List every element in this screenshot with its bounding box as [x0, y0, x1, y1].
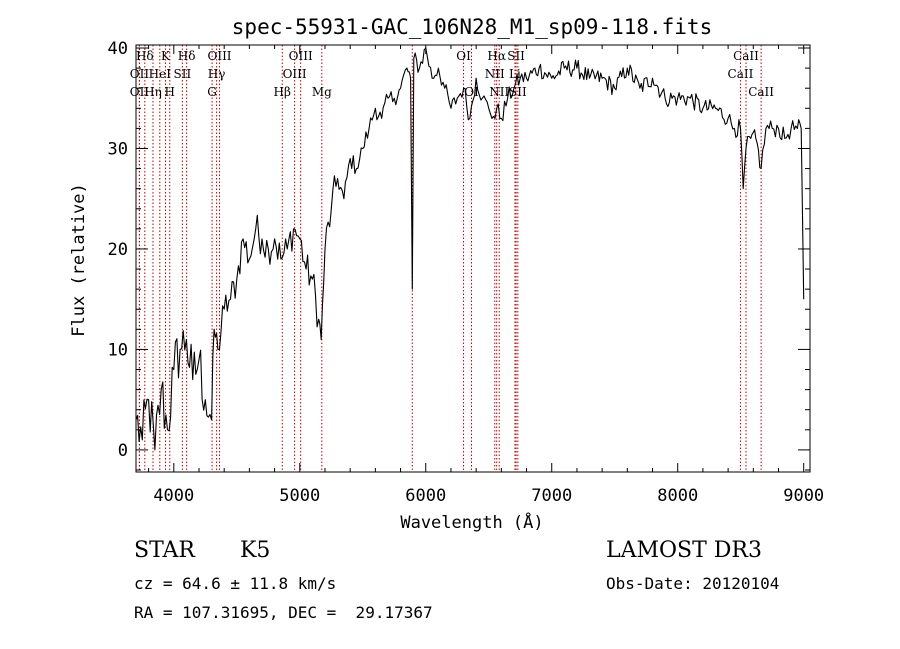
x-axis-label: Wavelength (Å) — [400, 511, 543, 533]
y-tick-label: 0 — [118, 441, 128, 461]
marker-label: SII — [509, 85, 527, 99]
y-tick-label: 20 — [108, 240, 128, 260]
marker-labels: Hδ OII OII K HeI Hη SII H Hδ OIII Hγ G Hβ OIII OIII Mg O… — [130, 49, 775, 99]
chart-title: spec-55931-GAC_106N28_M1_sp09-118.fits — [232, 15, 712, 39]
marker-label: CaII — [748, 85, 774, 99]
marker-label: CaII — [728, 67, 754, 81]
plot-frame — [135, 44, 811, 473]
x-tick-label: 9000 — [783, 486, 824, 506]
y-axis-label: Flux (relative) — [69, 183, 89, 337]
x-tick-label: 5000 — [279, 486, 320, 506]
object-class: STAR — [134, 538, 195, 563]
marker-label: G — [207, 85, 217, 99]
x-tick-label: 8000 — [657, 486, 698, 506]
marker-label: K — [161, 49, 171, 63]
marker-label: H — [165, 85, 175, 99]
marker-label: Li — [509, 67, 521, 81]
marker-label: CaII — [733, 49, 759, 63]
marker-label: OII — [130, 85, 150, 99]
series-layer — [135, 47, 805, 451]
object-subclass: K5 — [240, 538, 271, 563]
tick-labels: 4000 5000 6000 7000 8000 9000 0 10 20 30 40 — [108, 39, 825, 506]
marker-label: NII — [485, 67, 505, 81]
marker-label: SII — [174, 67, 192, 81]
x-tick-label: 6000 — [405, 486, 446, 506]
marker-label: Hβ — [274, 85, 291, 99]
marker-label: NII — [489, 85, 509, 99]
y-tick-label: 40 — [108, 39, 128, 59]
y-tick-label: 30 — [108, 139, 128, 159]
marker-label: OII — [130, 67, 150, 81]
marker-label: Hδ — [178, 49, 196, 63]
spectrum-series — [135, 47, 805, 451]
marker-label: Hδ — [136, 49, 154, 63]
marker-lines — [138, 45, 762, 472]
redshift-cz: cz = 64.6 ± 11.8 km/s — [134, 574, 337, 593]
marker-label: OIII — [207, 49, 231, 63]
marker-label: SII — [507, 49, 525, 63]
marker-label: OIII — [283, 67, 307, 81]
survey-name: LAMOST DR3 — [606, 538, 762, 563]
marker-label: Hα — [487, 49, 506, 63]
obs-date: Obs-Date: 20120104 — [606, 574, 780, 593]
marker-label: Hγ — [208, 67, 226, 81]
marker-label: Mg — [312, 85, 332, 99]
coordinates: RA = 107.31695, DEC = 29.17367 — [134, 603, 433, 622]
marker-label: OIII — [289, 49, 313, 63]
marker-label: OI — [456, 49, 471, 63]
marker-label: OI — [464, 85, 479, 99]
axis-ticks — [136, 45, 810, 472]
marker-label: HeI — [149, 67, 172, 81]
x-tick-label: 7000 — [531, 486, 572, 506]
y-tick-label: 10 — [108, 340, 128, 360]
x-tick-label: 4000 — [153, 486, 194, 506]
marker-label: Hη — [144, 85, 162, 99]
